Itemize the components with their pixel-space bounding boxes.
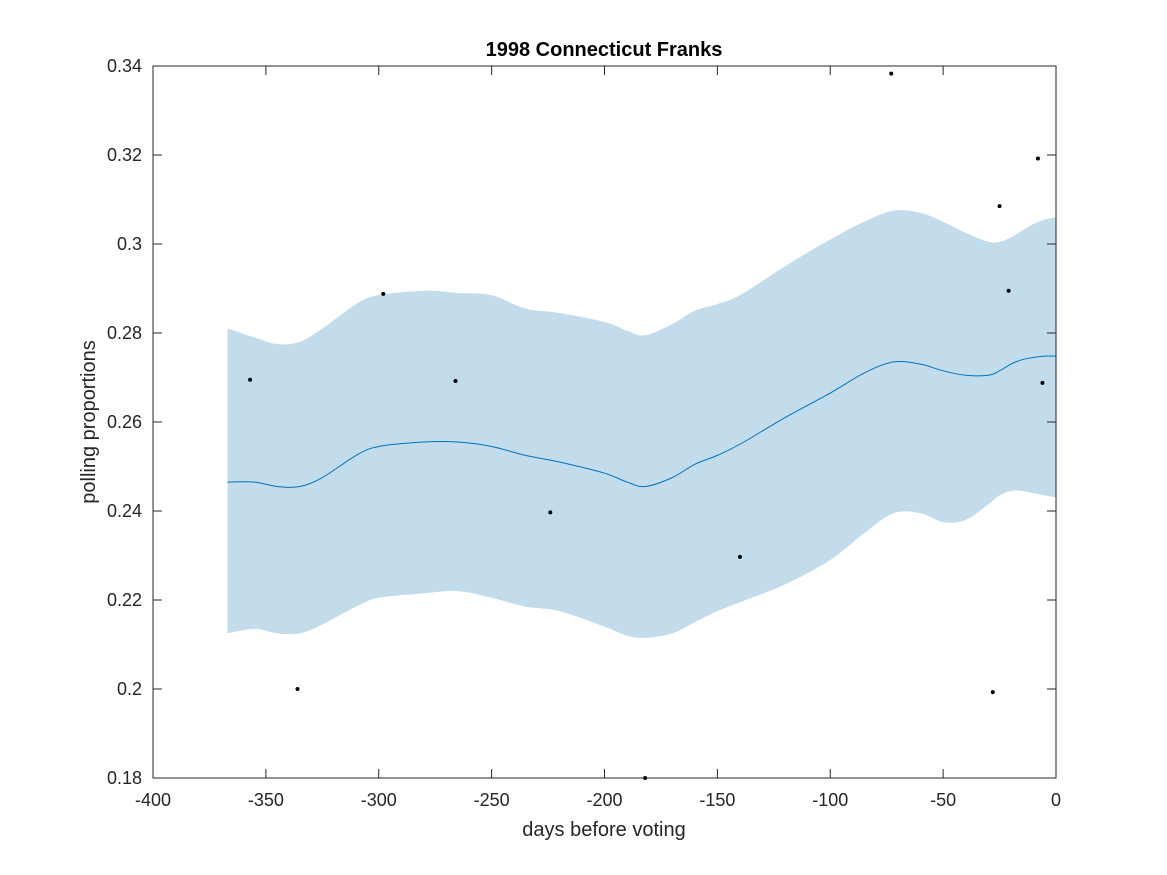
y-tick-label: 0.22 — [107, 590, 142, 610]
y-tick-label: 0.26 — [107, 412, 142, 432]
trend-line-layer — [227, 355, 1057, 488]
y-tick-label: 0.2 — [117, 679, 142, 699]
poll-point — [889, 71, 894, 76]
trend-line-0 — [227, 355, 1057, 488]
confidence-band — [227, 210, 1056, 638]
x-tick-label: -250 — [474, 790, 510, 810]
y-tick-label: 0.3 — [117, 234, 142, 254]
x-tick-label: 0 — [1051, 790, 1061, 810]
y-tick-label: 0.32 — [107, 145, 142, 165]
poll-point — [295, 687, 300, 691]
poll-point — [997, 204, 1002, 209]
poll-point — [381, 291, 386, 296]
x-tick-label: -150 — [699, 790, 735, 810]
x-tick-label: -350 — [248, 790, 284, 810]
y-tick-label: 0.34 — [107, 56, 142, 76]
poll-point — [990, 690, 995, 695]
y-tick-label: 0.28 — [107, 323, 142, 343]
poll-point — [248, 377, 253, 382]
poll-point — [548, 510, 553, 515]
ticks-layer: -400 -350 -300 -250 -200 -150 -100 -50 0 0.18 0.2 0… — [107, 56, 1061, 810]
confidence-band-layer — [227, 210, 1056, 638]
poll-point — [737, 554, 742, 559]
x-axis-label: days before voting — [522, 819, 685, 841]
x-tick-label: -50 — [930, 790, 956, 810]
x-tick-label: -300 — [361, 790, 397, 810]
chart-title: 1998 Connecticut Franks — [486, 39, 723, 61]
y-tick-label: 0.24 — [107, 501, 142, 521]
x-tick-label: -400 — [135, 790, 171, 810]
x-tick-label: -200 — [586, 790, 622, 810]
y-tick-label: 0.18 — [107, 768, 142, 788]
y-axis-label: polling proportions — [78, 340, 100, 503]
poll-point — [1006, 288, 1011, 293]
poll-point — [453, 379, 458, 384]
poll-point — [1035, 156, 1040, 161]
x-tick-label: -100 — [812, 790, 848, 810]
poll-point — [1040, 380, 1045, 385]
scatter-points-layer — [248, 71, 1045, 780]
